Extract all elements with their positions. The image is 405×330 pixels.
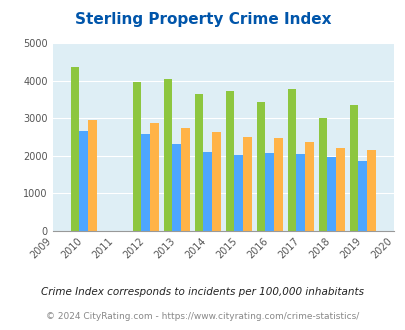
Bar — [358, 161, 366, 231]
Bar — [296, 154, 305, 231]
Bar — [225, 91, 234, 231]
Bar — [203, 152, 212, 231]
Bar — [70, 67, 79, 231]
Bar — [141, 134, 150, 231]
Bar — [150, 123, 158, 231]
Bar — [181, 128, 190, 231]
Bar — [194, 94, 203, 231]
Bar — [273, 138, 282, 231]
Bar — [88, 120, 96, 231]
Bar — [172, 145, 181, 231]
Bar — [305, 142, 313, 231]
Bar — [349, 105, 358, 231]
Bar — [212, 132, 220, 231]
Bar — [327, 157, 335, 231]
Bar — [366, 150, 375, 231]
Bar — [234, 155, 243, 231]
Bar — [318, 118, 327, 231]
Bar — [163, 80, 172, 231]
Bar — [287, 89, 296, 231]
Bar — [243, 137, 251, 231]
Bar — [256, 102, 265, 231]
Bar — [132, 82, 141, 231]
Text: Crime Index corresponds to incidents per 100,000 inhabitants: Crime Index corresponds to incidents per… — [41, 287, 364, 297]
Text: Sterling Property Crime Index: Sterling Property Crime Index — [75, 12, 330, 26]
Bar — [79, 131, 88, 231]
Bar — [335, 148, 344, 231]
Bar — [265, 153, 273, 231]
Text: © 2024 CityRating.com - https://www.cityrating.com/crime-statistics/: © 2024 CityRating.com - https://www.city… — [46, 312, 359, 321]
